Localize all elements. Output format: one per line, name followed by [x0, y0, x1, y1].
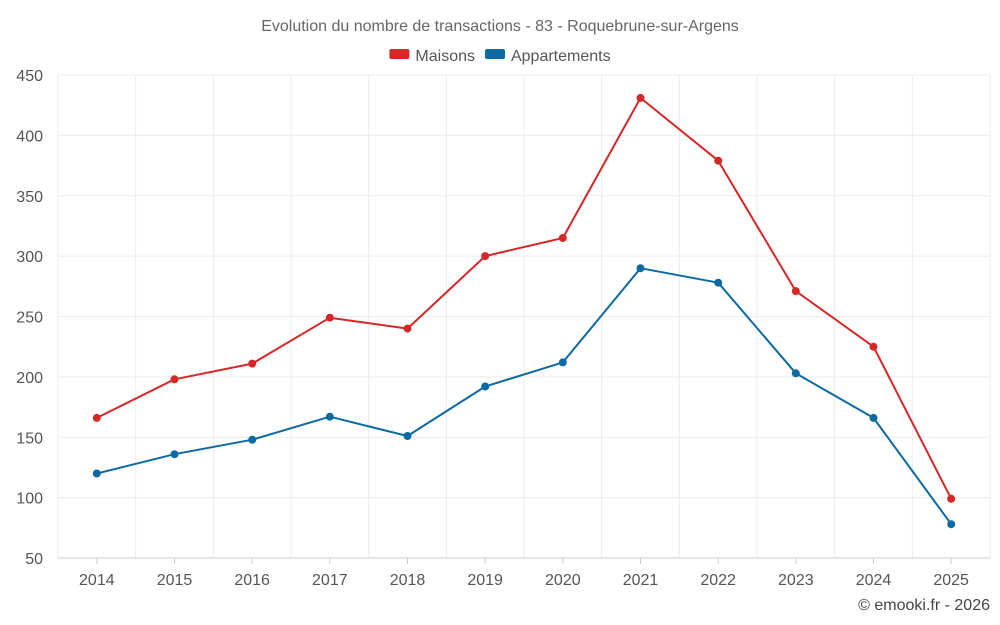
data-point-maisons[interactable] — [636, 93, 645, 102]
data-point-appartements[interactable] — [947, 520, 956, 529]
y-tick-label: 300 — [16, 249, 43, 266]
data-point-maisons[interactable] — [248, 359, 257, 368]
data-point-maisons[interactable] — [403, 324, 412, 333]
data-points — [92, 93, 956, 529]
data-point-appartements[interactable] — [481, 382, 490, 391]
grid — [57, 74, 991, 558]
data-point-maisons[interactable] — [558, 234, 567, 242]
data-point-appartements[interactable] — [170, 450, 179, 459]
y-tick-label: 400 — [16, 128, 43, 145]
legend-label: Appartements — [511, 48, 611, 65]
y-tick-label: 250 — [16, 310, 43, 327]
x-tick-label: 2020 — [545, 572, 581, 589]
data-point-maisons[interactable] — [947, 494, 956, 503]
data-point-appartements[interactable] — [869, 413, 878, 422]
data-point-appartements[interactable] — [403, 432, 412, 440]
data-point-maisons[interactable] — [325, 313, 334, 322]
data-point-appartements[interactable] — [558, 358, 567, 367]
chart-title: Evolution du nombre de transactions - 83… — [261, 18, 739, 35]
data-point-appartements[interactable] — [636, 264, 645, 273]
legend-swatch — [484, 49, 505, 59]
data-point-appartements[interactable] — [248, 435, 257, 444]
y-tick-label: 150 — [16, 430, 43, 447]
data-point-appartements[interactable] — [714, 278, 723, 287]
x-tick-label: 2018 — [390, 572, 426, 589]
y-tick-label: 200 — [16, 370, 43, 387]
data-point-maisons[interactable] — [791, 287, 800, 296]
legend-item-appartements[interactable]: Appartements — [484, 48, 611, 65]
data-point-maisons[interactable] — [92, 413, 101, 422]
axes: 50 100 150 200 250 300 350 400 450 2014 2015 2016 20… — [16, 68, 990, 589]
data-point-maisons[interactable] — [170, 375, 179, 384]
credit-text: © emooki.fr - 2026 — [858, 597, 990, 614]
data-point-appartements[interactable] — [92, 469, 101, 478]
legend-item-maisons[interactable]: Maisons — [389, 48, 475, 65]
data-point-maisons[interactable] — [714, 156, 723, 165]
x-tick-label: 2025 — [933, 572, 969, 589]
legend: Maisons Appartements — [389, 48, 611, 65]
y-tick-label: 100 — [16, 491, 43, 508]
y-tick-label: 50 — [25, 551, 43, 568]
series-lines — [95, 96, 953, 526]
series-line-maisons — [95, 96, 953, 500]
x-tick-label: 2024 — [856, 572, 892, 589]
data-point-appartements[interactable] — [325, 412, 334, 421]
x-tick-label: 2015 — [157, 572, 193, 589]
legend-label: Maisons — [415, 48, 475, 65]
y-tick-label: 450 — [16, 68, 43, 85]
x-tick-label: 2019 — [467, 572, 503, 589]
data-point-appartements[interactable] — [791, 369, 800, 378]
series-line-appartements — [95, 267, 953, 526]
x-tick-label: 2016 — [234, 572, 270, 589]
x-tick-label: 2023 — [778, 572, 814, 589]
x-tick-label: 2014 — [79, 572, 115, 589]
data-point-maisons[interactable] — [481, 252, 490, 261]
data-point-maisons[interactable] — [869, 342, 878, 351]
legend-swatch — [389, 49, 410, 59]
x-tick-label: 2017 — [312, 572, 348, 589]
x-tick-label: 2021 — [623, 572, 659, 589]
x-tick-label: 2022 — [700, 572, 736, 589]
y-tick-label: 350 — [16, 189, 43, 206]
